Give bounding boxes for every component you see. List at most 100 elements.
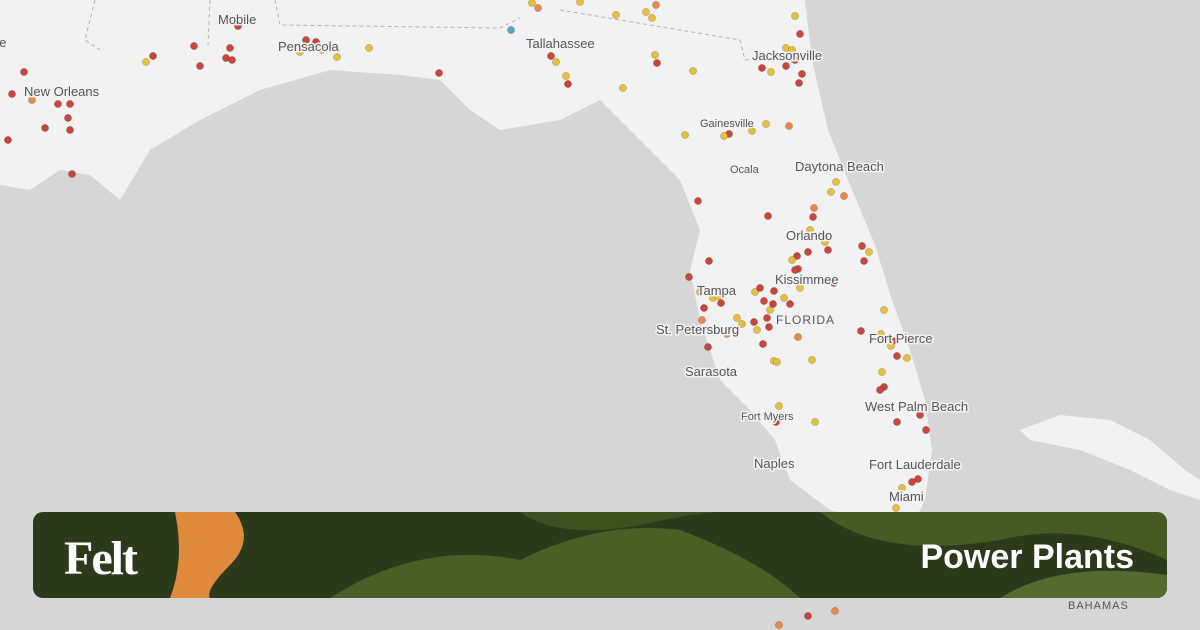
- plant-marker[interactable]: [714, 292, 722, 300]
- plant-marker[interactable]: [796, 30, 804, 38]
- plant-marker[interactable]: [791, 56, 799, 64]
- plant-marker[interactable]: [4, 136, 12, 144]
- plant-marker[interactable]: [435, 69, 443, 77]
- plant-marker[interactable]: [892, 504, 900, 512]
- plant-marker[interactable]: [760, 297, 768, 305]
- plant-marker[interactable]: [903, 354, 911, 362]
- plant-marker[interactable]: [700, 304, 708, 312]
- plant-marker[interactable]: [66, 126, 74, 134]
- plant-marker[interactable]: [312, 38, 320, 46]
- plant-marker[interactable]: [226, 44, 234, 52]
- plant-marker[interactable]: [808, 356, 816, 364]
- plant-marker[interactable]: [651, 51, 659, 59]
- plant-marker[interactable]: [796, 284, 804, 292]
- plant-marker[interactable]: [806, 226, 814, 234]
- plant-marker[interactable]: [507, 26, 515, 34]
- plant-marker[interactable]: [234, 22, 242, 30]
- plant-marker[interactable]: [723, 330, 731, 338]
- plant-marker[interactable]: [773, 358, 781, 366]
- plant-marker[interactable]: [228, 56, 236, 64]
- plant-marker[interactable]: [681, 131, 689, 139]
- plant-marker[interactable]: [798, 70, 806, 78]
- plant-marker[interactable]: [619, 84, 627, 92]
- plant-marker[interactable]: [196, 62, 204, 70]
- plant-marker[interactable]: [318, 46, 326, 54]
- plant-marker[interactable]: [793, 252, 801, 260]
- plant-marker[interactable]: [648, 14, 656, 22]
- plant-marker[interactable]: [786, 300, 794, 308]
- plant-marker[interactable]: [893, 418, 901, 426]
- plant-marker[interactable]: [880, 306, 888, 314]
- plant-marker[interactable]: [791, 266, 799, 274]
- plant-marker[interactable]: [858, 242, 866, 250]
- plant-marker[interactable]: [365, 44, 373, 52]
- plant-marker[interactable]: [766, 306, 774, 314]
- plant-marker[interactable]: [28, 96, 36, 104]
- plant-marker[interactable]: [791, 12, 799, 20]
- plant-marker[interactable]: [840, 192, 848, 200]
- plant-marker[interactable]: [689, 67, 697, 75]
- plant-marker[interactable]: [720, 132, 728, 140]
- plant-marker[interactable]: [857, 327, 865, 335]
- plant-marker[interactable]: [547, 52, 555, 60]
- plant-marker[interactable]: [694, 197, 702, 205]
- plant-marker[interactable]: [64, 114, 72, 122]
- plant-marker[interactable]: [733, 314, 741, 322]
- plant-marker[interactable]: [528, 0, 536, 7]
- plant-marker[interactable]: [54, 100, 62, 108]
- plant-marker[interactable]: [878, 368, 886, 376]
- plant-marker[interactable]: [698, 316, 706, 324]
- plant-marker[interactable]: [804, 248, 812, 256]
- plant-marker[interactable]: [764, 212, 772, 220]
- plant-marker[interactable]: [562, 72, 570, 80]
- plant-marker[interactable]: [821, 238, 829, 246]
- plant-marker[interactable]: [612, 11, 620, 19]
- plant-marker[interactable]: [762, 120, 770, 128]
- plant-marker[interactable]: [811, 418, 819, 426]
- plant-marker[interactable]: [763, 314, 771, 322]
- plant-marker[interactable]: [804, 612, 812, 620]
- plant-marker[interactable]: [748, 127, 756, 135]
- plant-marker[interactable]: [860, 257, 868, 265]
- plant-marker[interactable]: [831, 607, 839, 615]
- plant-marker[interactable]: [772, 418, 780, 426]
- plant-marker[interactable]: [149, 52, 157, 60]
- plant-marker[interactable]: [809, 213, 817, 221]
- plant-marker[interactable]: [827, 188, 835, 196]
- plant-marker[interactable]: [808, 277, 816, 285]
- plant-marker[interactable]: [832, 178, 840, 186]
- plant-marker[interactable]: [824, 246, 832, 254]
- plant-marker[interactable]: [780, 294, 788, 302]
- plant-marker[interactable]: [830, 279, 838, 287]
- plant-marker[interactable]: [685, 273, 693, 281]
- plant-marker[interactable]: [750, 318, 758, 326]
- plant-marker[interactable]: [922, 426, 930, 434]
- plant-marker[interactable]: [68, 170, 76, 178]
- plant-marker[interactable]: [753, 326, 761, 334]
- plant-marker[interactable]: [41, 124, 49, 132]
- plant-marker[interactable]: [765, 323, 773, 331]
- plant-marker[interactable]: [887, 342, 895, 350]
- plant-marker[interactable]: [20, 68, 28, 76]
- plant-marker[interactable]: [751, 288, 759, 296]
- plant-marker[interactable]: [769, 300, 777, 308]
- plant-marker[interactable]: [810, 204, 818, 212]
- plant-marker[interactable]: [916, 411, 924, 419]
- plant-marker[interactable]: [876, 386, 884, 394]
- plant-marker[interactable]: [785, 122, 793, 130]
- plant-marker[interactable]: [721, 120, 729, 128]
- plant-marker[interactable]: [564, 80, 572, 88]
- plant-marker[interactable]: [738, 320, 746, 328]
- plant-marker[interactable]: [775, 621, 783, 629]
- plant-marker[interactable]: [576, 0, 584, 6]
- plant-marker[interactable]: [296, 48, 304, 56]
- plant-marker[interactable]: [770, 287, 778, 295]
- plant-marker[interactable]: [653, 59, 661, 67]
- plant-marker[interactable]: [898, 484, 906, 492]
- plant-marker[interactable]: [302, 36, 310, 44]
- plant-marker[interactable]: [914, 475, 922, 483]
- plant-marker[interactable]: [142, 58, 150, 66]
- plant-marker[interactable]: [908, 478, 916, 486]
- plant-marker[interactable]: [865, 248, 873, 256]
- plant-marker[interactable]: [775, 402, 783, 410]
